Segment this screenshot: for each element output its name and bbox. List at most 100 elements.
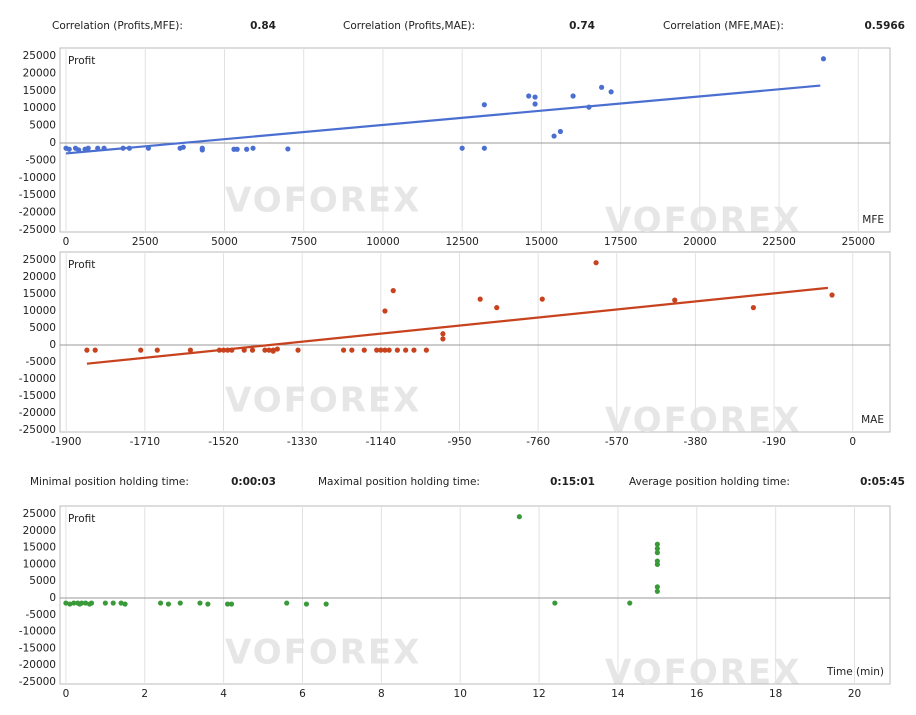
scatter-chart: VOFOREX VOFOREX-1900 -1710 -1520 -1330 -1140-… [19, 251, 891, 448]
point [76, 147, 82, 153]
point [403, 347, 409, 353]
trend-line [86, 286, 829, 365]
point [295, 347, 301, 353]
point [122, 601, 128, 607]
point [110, 600, 116, 606]
point [557, 128, 564, 135]
y-tick-label: 20000 [23, 525, 56, 537]
point [539, 296, 545, 302]
y-tick-label: -10000 [19, 626, 56, 638]
y-tick-label: -25000 [19, 424, 56, 436]
x-tick-label: -760 [526, 436, 550, 448]
y-tick-label: -15000 [19, 390, 56, 402]
y-tick-label: -15000 [19, 642, 56, 654]
point [378, 347, 384, 353]
y-tick-label: -25000 [19, 676, 56, 688]
point [92, 347, 98, 353]
point [654, 584, 660, 590]
y-axis-label: Profit [68, 513, 95, 525]
point [138, 347, 144, 353]
watermark: VOFOREX [605, 401, 801, 441]
point [829, 292, 835, 298]
x-tick-label: 25000 [842, 236, 875, 248]
point [586, 104, 592, 110]
x-tick-label: -1900 [51, 436, 82, 448]
point [532, 94, 538, 100]
point [608, 89, 614, 95]
y-tick-label: 10000 [23, 102, 56, 114]
point [241, 347, 247, 353]
point [477, 296, 483, 302]
scatter-chart: VOFOREX VOFOREX 0 2 4 6 8 10 12 14 16 18 20 25000 2000… [19, 505, 891, 700]
x-tick-label: 12 [532, 688, 545, 700]
point [481, 145, 487, 151]
point [459, 145, 465, 151]
point [820, 56, 827, 62]
y-tick-label: 25000 [23, 254, 56, 266]
point [386, 347, 392, 353]
point [225, 347, 231, 353]
scatter-chart: VOFOREX VOFOREX 0 2500 5000 7500 10000 12500 150… [19, 47, 891, 248]
point [672, 297, 678, 303]
point [266, 347, 272, 353]
y-tick-label: 25000 [23, 508, 56, 520]
point [126, 145, 133, 151]
point [284, 600, 290, 606]
y-tick-label: -5000 [25, 154, 56, 166]
x-tick-label: 18 [769, 688, 782, 700]
point [154, 347, 160, 353]
plot-area [59, 251, 891, 433]
x-tick-label: 2500 [132, 236, 159, 248]
stat-label: Average position holding time: [629, 476, 790, 488]
stat-value: 0.84 [250, 20, 276, 32]
x-tick-label: -190 [762, 436, 786, 448]
x-tick-label: 16 [690, 688, 704, 700]
x-axis-label: Time (min) [826, 666, 884, 678]
point [63, 600, 69, 606]
point [229, 347, 235, 353]
y-tick-label: -5000 [25, 609, 56, 621]
x-axis-label: MFE [862, 214, 884, 226]
stat-value: 0:00:03 [231, 476, 276, 488]
point [423, 347, 429, 353]
x-tick-label: 20000 [683, 236, 716, 248]
point [157, 600, 164, 606]
x-tick-label: 15000 [525, 236, 558, 248]
x-tick-label: -1520 [208, 436, 239, 448]
x-tick-label: -570 [605, 436, 629, 448]
point [101, 145, 107, 151]
y-tick-label: 5000 [29, 322, 56, 334]
x-tick-label: 20 [848, 688, 861, 700]
point [750, 305, 756, 311]
point [654, 546, 660, 552]
x-tick-label: 2 [141, 688, 148, 700]
y-tick-label: -10000 [19, 172, 56, 184]
y-tick-label: 0 [49, 137, 56, 149]
y-axis-label: Profit [68, 55, 95, 67]
x-tick-label: 14 [611, 688, 625, 700]
point [654, 588, 660, 594]
point [216, 347, 222, 353]
y-tick-label: 10000 [23, 305, 56, 317]
x-tick-label: 0 [63, 688, 70, 700]
x-tick-label: 22500 [762, 236, 795, 248]
plot-area [59, 47, 891, 233]
x-tick-label: -1330 [287, 436, 318, 448]
point [323, 601, 329, 607]
y-tick-label: -20000 [19, 407, 56, 419]
watermark: VOFOREX [225, 381, 421, 421]
x-axis-label: MAE [861, 414, 884, 426]
watermark: VOFOREX [605, 653, 801, 693]
trend-line [65, 84, 821, 155]
stat-label: Correlation (Profits,MAE): [343, 20, 475, 32]
y-tick-label: 15000 [23, 85, 56, 97]
point [599, 84, 605, 90]
stat-value: 0.5966 [864, 20, 905, 32]
point [340, 347, 347, 353]
watermark: VOFOREX [225, 633, 421, 673]
point [551, 133, 557, 139]
point [66, 146, 72, 152]
point [102, 600, 108, 606]
point [349, 347, 355, 353]
